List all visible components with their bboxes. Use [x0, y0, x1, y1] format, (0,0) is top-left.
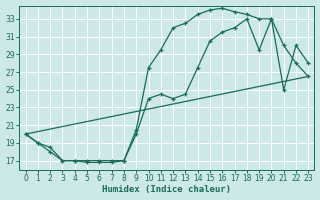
- X-axis label: Humidex (Indice chaleur): Humidex (Indice chaleur): [102, 185, 231, 194]
